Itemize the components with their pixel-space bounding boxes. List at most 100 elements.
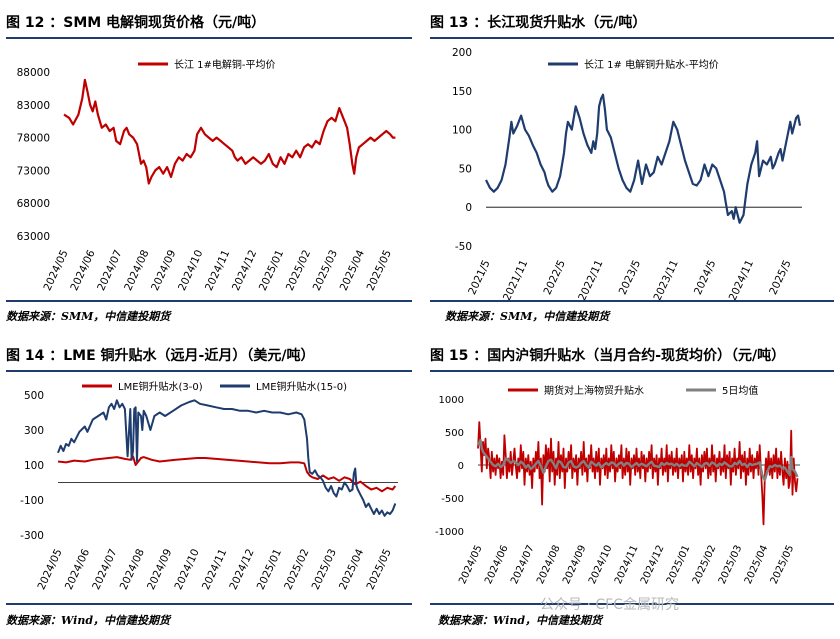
x-tick-label: 2022/5	[541, 258, 567, 297]
x-tick-label: 2025/04	[337, 547, 366, 592]
x-tick-label: 2024/10	[587, 544, 615, 586]
figure-15-top-rule	[430, 370, 834, 372]
chart-12-smm-copper-price: 6300068000730007800083000880002024/05202…	[17, 58, 396, 293]
figure-14-source: 数据来源：Wind，中信建投期货	[6, 614, 171, 627]
x-tick-label: 2021/11	[501, 258, 530, 303]
y-tick-label: 300	[24, 425, 44, 437]
x-tick-label: 2024/05	[457, 544, 485, 586]
x-tick-label: 2025/02	[691, 544, 719, 586]
x-tick-label: 2024/10	[173, 547, 202, 592]
y-tick-label: 63000	[17, 231, 50, 243]
y-tick-label: 78000	[17, 133, 50, 145]
y-tick-label: -50	[455, 241, 472, 253]
x-tick-label: 2025/01	[665, 544, 693, 586]
y-tick-label: 88000	[17, 67, 50, 79]
figure-12-bottom-rule	[6, 300, 412, 302]
x-tick-label: 2024/08	[535, 544, 563, 586]
x-tick-label: 2024/06	[483, 544, 511, 586]
y-tick-label: 83000	[17, 100, 50, 112]
x-tick-label: 2024/09	[561, 544, 589, 586]
x-tick-label: 2024/06	[68, 248, 97, 293]
y-tick-label: 0	[458, 461, 464, 472]
figure-12-title: 图 12 ：SMM 电解铜现货价格（元/吨）	[6, 15, 266, 31]
figure-15-source: 数据来源：Wind，中信建投期货	[438, 614, 603, 627]
y-tick-label: -100	[20, 495, 44, 507]
figure-14-bottom-rule	[6, 603, 412, 605]
figure-15-bottom-rule	[430, 603, 834, 605]
x-tick-label: 2024/08	[118, 547, 147, 592]
x-tick-label: 2024/11	[203, 248, 232, 293]
x-tick-label: 2024/10	[176, 248, 205, 293]
x-tick-label: 2025/04	[338, 248, 367, 293]
x-tick-label: 2025/05	[364, 547, 393, 592]
x-tick-label: 2025/03	[310, 547, 339, 592]
figure-13-title: 图 13 ：长江现货升贴水（元/吨）	[430, 15, 647, 31]
chart-15-shfe-basis: -1000-500050010002024/052024/062024/0720…	[435, 384, 800, 586]
figure-13-source: 数据来源：SMM，中信建投期货	[445, 310, 610, 323]
x-tick-label: 2025/02	[282, 547, 311, 592]
legend-label-1: LME铜升贴水(3-0)	[118, 380, 203, 393]
x-tick-label: 2025/01	[257, 248, 286, 293]
y-tick-label: 1000	[439, 395, 464, 406]
y-tick-label: 0	[465, 202, 472, 214]
x-tick-label: 2025/03	[311, 248, 340, 293]
x-tick-label: 2023/11	[652, 258, 681, 303]
x-tick-label: 2024/11	[200, 547, 229, 592]
x-tick-label: 2024/09	[145, 547, 174, 592]
x-tick-label: 2022/11	[576, 258, 605, 303]
x-tick-label: 2024/07	[95, 248, 124, 293]
x-tick-label: 2024/07	[509, 544, 537, 586]
figure-14-top-rule	[6, 370, 412, 372]
x-tick-label: 2024/11	[613, 544, 641, 586]
y-tick-label: 500	[24, 390, 44, 402]
figure-12-top-rule	[6, 37, 412, 39]
x-tick-label: 2023/5	[617, 258, 643, 297]
series-line-2	[476, 438, 799, 482]
y-tick-label: 500	[445, 428, 464, 439]
x-tick-label: 2024/12	[230, 248, 259, 293]
x-tick-label: 2025/5	[767, 258, 793, 297]
x-tick-label: 2025/04	[743, 544, 771, 586]
legend-label-1: 长江 1# 电解铜升贴水-平均价	[584, 58, 719, 71]
x-tick-label: 2025/05	[769, 544, 797, 586]
x-tick-label: 2025/03	[717, 544, 745, 586]
x-tick-label: 2024/07	[90, 547, 119, 592]
x-tick-label: 2024/09	[149, 248, 178, 293]
y-tick-label: 200	[452, 47, 472, 59]
y-tick-label: 50	[459, 163, 472, 175]
x-tick-label: 2024/5	[692, 258, 718, 297]
y-tick-label: 100	[24, 460, 44, 472]
chart-13-changjiang-premium: -50 0 50 100 150 200 2021/5 2021/11 2022/5 2022/1…	[452, 47, 802, 303]
figure-13-top-rule	[430, 37, 834, 39]
y-tick-label: -300	[20, 530, 44, 542]
legend-label-2: 5日均值	[722, 384, 758, 397]
figure-15-title: 图 15 ：国内沪铜升贴水（当月合约-现货均价）（元/吨）	[430, 348, 786, 364]
y-tick-label: -1000	[435, 527, 464, 538]
watermark-text: 公众号 · CFC金属研究	[540, 597, 679, 613]
x-tick-label: 2025/05	[365, 248, 394, 293]
figure-14-title: 图 14 ：LME 铜升贴水（远月-近月）（美元/吨）	[6, 348, 315, 364]
x-tick-label: 2025/01	[255, 547, 284, 592]
x-tick-label: 2024/05	[41, 248, 70, 293]
legend-label-2: LME铜升贴水(15-0)	[256, 380, 347, 393]
y-tick-label: -500	[441, 494, 464, 505]
y-tick-label: 100	[452, 125, 472, 137]
x-tick-label: 2024/08	[122, 248, 151, 293]
series-line-1	[477, 421, 799, 526]
chart-14-lme-spread: -300-1001003005002024/052024/062024/0720…	[20, 380, 398, 592]
x-tick-label: 2021/5	[466, 258, 492, 297]
x-tick-label: 2024/05	[35, 547, 64, 592]
x-tick-label: 2024/11	[727, 258, 756, 303]
x-tick-label: 2024/06	[63, 547, 92, 592]
x-tick-label: 2024/12	[639, 544, 667, 586]
series-line-1	[57, 455, 397, 493]
legend-label-1: 期货对上海物贸升贴水	[544, 384, 644, 397]
x-tick-label: 2025/02	[284, 248, 313, 293]
y-tick-label: 68000	[17, 198, 50, 210]
series-line-1	[485, 93, 802, 224]
figure-12-source: 数据来源：SMM，中信建投期货	[6, 310, 171, 323]
y-tick-label: 150	[452, 86, 472, 98]
legend-label-1: 长江 1#电解铜-平均价	[174, 58, 276, 71]
series-line-2	[57, 399, 397, 517]
figure-13-bottom-rule	[430, 300, 834, 302]
